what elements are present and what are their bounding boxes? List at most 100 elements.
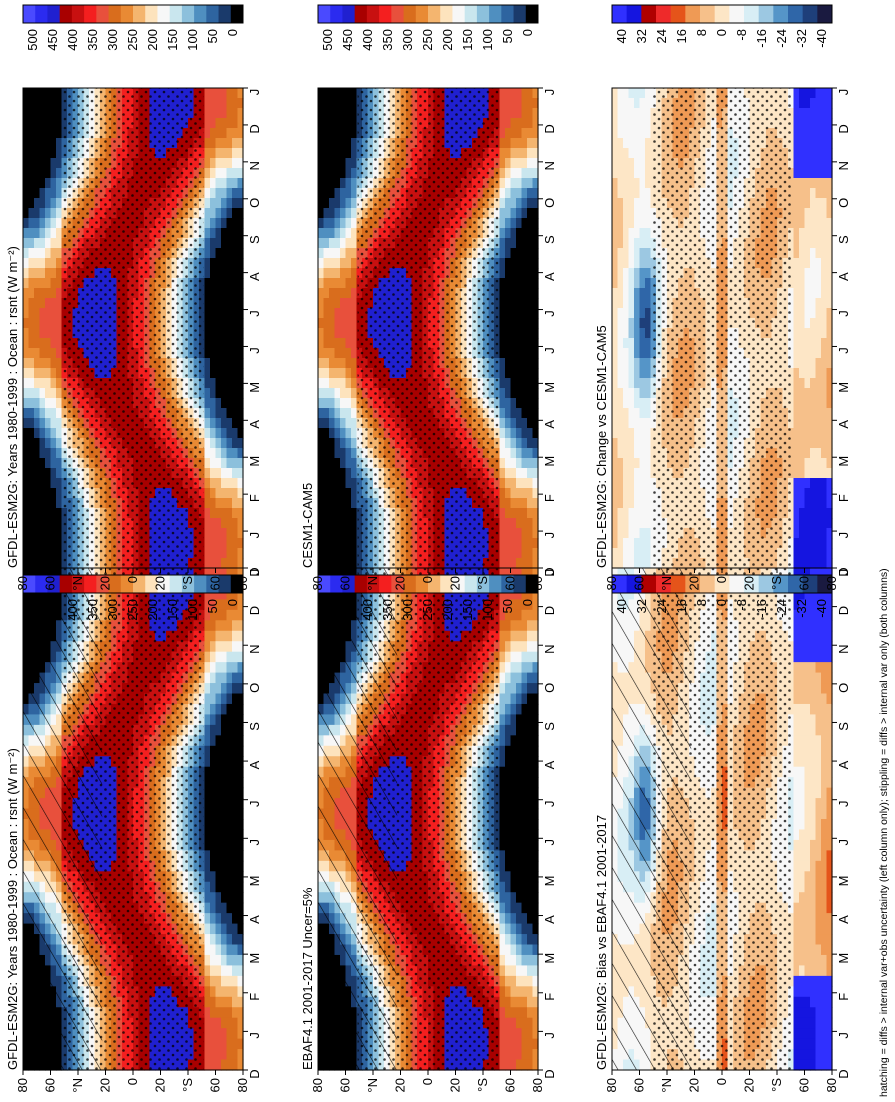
heatmap-cell [237,724,244,736]
heatmap-cell [39,238,46,249]
heatmap-cell [226,588,233,600]
month-tick-label: J [247,310,262,317]
heatmap-cell [28,468,35,479]
heatmap-cell [232,944,239,956]
heatmap-cell [39,298,46,309]
heatmap-cell [237,1017,244,1029]
heatmap-cell [34,248,41,259]
heatmap-cell [210,138,217,149]
heatmap-cell [210,787,217,799]
panel-title: GFDL-ESM2G: Years 1980-1999 : Ocean : rs… [5,748,20,1070]
heatmap-cell [221,954,228,967]
heatmap-cell [237,787,244,799]
heatmap-cell [226,228,233,239]
heatmap-cell [210,518,217,529]
heatmap-cell [23,398,30,409]
heatmap-cell [34,558,41,569]
heatmap-cell [34,238,41,249]
heatmap-cell [45,408,52,419]
heatmap-cell [39,288,46,299]
colorbar-label: 400 [65,29,80,51]
heatmap-cell [204,1049,211,1061]
heatmap-cell [39,258,46,269]
heatmap-cell [45,138,52,149]
heatmap-cell [204,662,211,674]
month-tick-label: A [247,272,262,281]
heatmap-cell [28,98,35,109]
heatmap-cell [226,860,233,872]
heatmap-cell [232,138,239,149]
heatmap-cell [210,892,217,904]
heatmap-cell [226,88,233,99]
heatmap-cell [221,178,228,189]
heatmap-cell [232,819,239,831]
heatmap-cell [56,438,63,449]
heatmap-cell [210,478,217,489]
heatmap-cell [226,148,233,159]
heatmap-cell [39,118,46,129]
heatmap-cell [204,538,211,549]
heatmap-cell [210,168,217,179]
heatmap-cell [204,318,211,329]
heatmap-cell [23,448,30,459]
heatmap-cell [215,518,222,529]
heatmap-cell [23,178,30,189]
heatmap-cell [28,478,35,489]
heatmap-cell [39,278,46,289]
heatmap-cell [204,620,211,632]
heatmap-cell [221,168,228,179]
heatmap-cell [28,438,35,449]
month-tick-label: J [247,569,262,576]
heatmap-cell [210,641,217,653]
heatmap-cell [50,188,57,199]
heatmap-cell [210,651,217,663]
heatmap-cell [210,923,217,935]
colorbar-swatch [59,575,73,593]
month-tick-label: N [247,161,262,170]
heatmap-cell [204,588,211,600]
heatmap-cell [215,438,222,449]
heatmap-cell [215,724,222,736]
heatmap-cell [221,188,228,199]
heatmap-cell [45,258,52,269]
heatmap-cell [210,88,217,99]
heatmap-cell [210,871,217,883]
heatmap-cell [232,558,239,569]
colorbar-label: 250 [125,599,140,621]
colorbar-label: 450 [45,29,60,51]
heatmap-cell [221,892,228,904]
heatmap-cell [39,108,46,119]
heatmap-cell [39,148,46,159]
heatmap-cell [204,528,211,539]
heatmap-cell [23,128,30,139]
heatmap-cell [210,1028,217,1040]
heatmap-cell [34,348,41,359]
colorbar-swatch [120,575,134,593]
heatmap-cell [226,288,233,299]
heatmap-cell [237,98,244,109]
heatmap-cell [221,478,228,489]
colorbar-swatch [96,575,110,593]
lat-tick-label: 60 [208,576,223,590]
heatmap-cell [28,148,35,159]
colorbar-swatch [47,5,61,23]
heatmap-cell [232,871,239,883]
heatmap-cell [204,258,211,269]
heatmap-cell [45,108,52,119]
heatmap-cell [39,468,46,479]
heatmap-cell [237,518,244,529]
heatmap-cell [237,168,244,179]
heatmap-cell [50,168,57,179]
heatmap-cell [50,218,57,229]
heatmap-cell [204,902,211,914]
heatmap-cell [215,913,222,925]
heatmap-cell [39,308,46,319]
heatmap-cell [232,766,239,778]
heatmap-cell [237,388,244,399]
heatmap-cell [232,965,239,977]
colorbar-label: 300 [105,29,120,51]
heatmap-cell [204,860,211,872]
heatmap-cell [23,528,30,539]
